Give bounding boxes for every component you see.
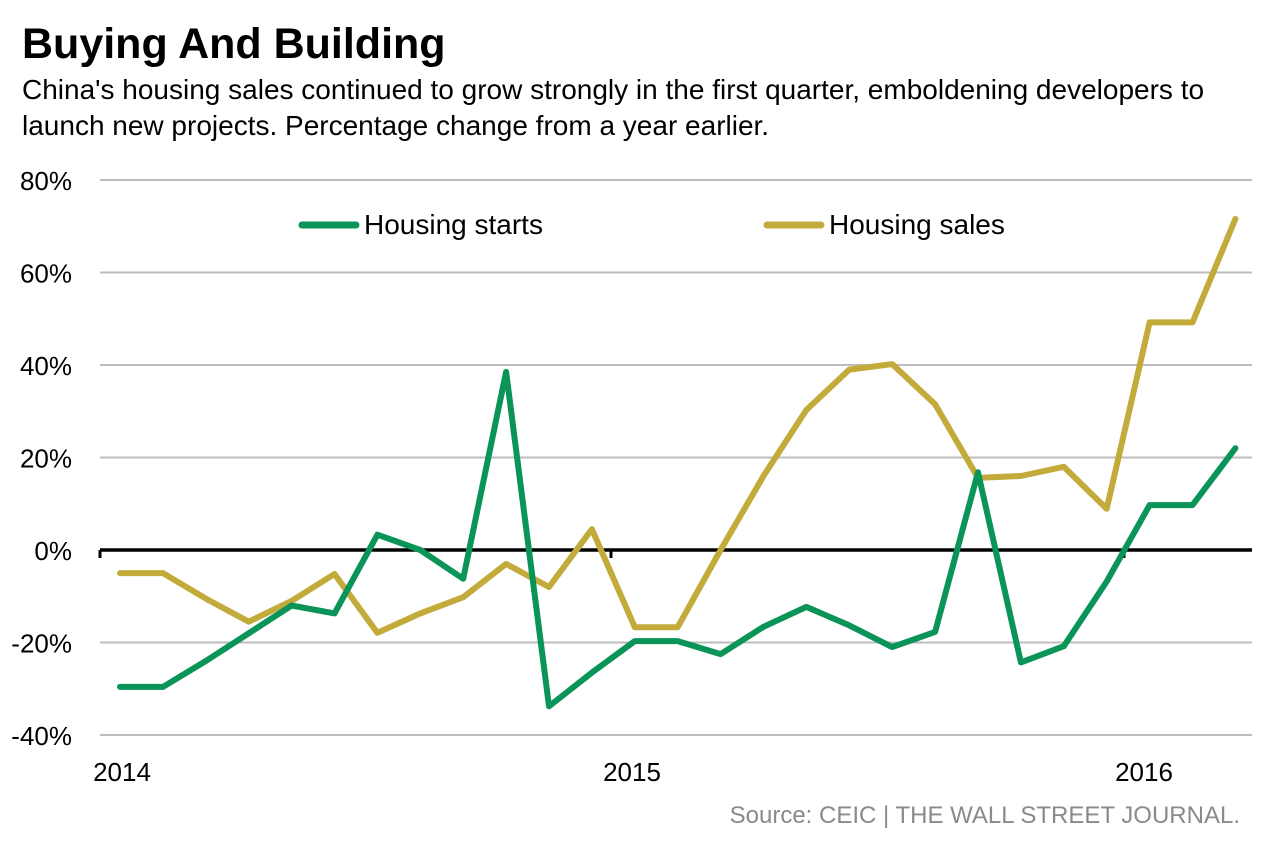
y-tick-label: 40%: [20, 351, 72, 381]
y-tick-label: -40%: [11, 721, 72, 751]
y-axis-tick-labels: 80% 60% 40% 20% 0% -20% -40%: [11, 166, 72, 751]
series-line-housing-starts: [117, 368, 1239, 710]
x-tick-label: 2015: [603, 757, 661, 787]
y-tick-label: 80%: [20, 166, 72, 196]
y-tick-label: -20%: [11, 629, 72, 659]
chart-subtitle: China's housing sales continued to grow …: [22, 74, 1205, 141]
series-lines: [117, 215, 1239, 710]
y-tick-label: 20%: [20, 444, 72, 474]
gridlines: [100, 179, 1252, 736]
x-tick-label: 2014: [93, 757, 151, 787]
x-tick-label: 2016: [1115, 757, 1173, 787]
chart-title: Buying And Building: [22, 20, 446, 68]
source-note: Source: CEIC | THE WALL STREET JOURNAL.: [729, 802, 1240, 829]
legend: Housing starts Housing sales: [298, 209, 1005, 240]
y-tick-label: 60%: [20, 259, 72, 289]
legend-label: Housing starts: [364, 209, 543, 240]
legend-label: Housing sales: [829, 209, 1005, 240]
x-axis: 2014 2015 2016: [93, 548, 1252, 787]
y-tick-label: 0%: [34, 536, 72, 566]
series-line-housing-sales: [117, 215, 1239, 636]
